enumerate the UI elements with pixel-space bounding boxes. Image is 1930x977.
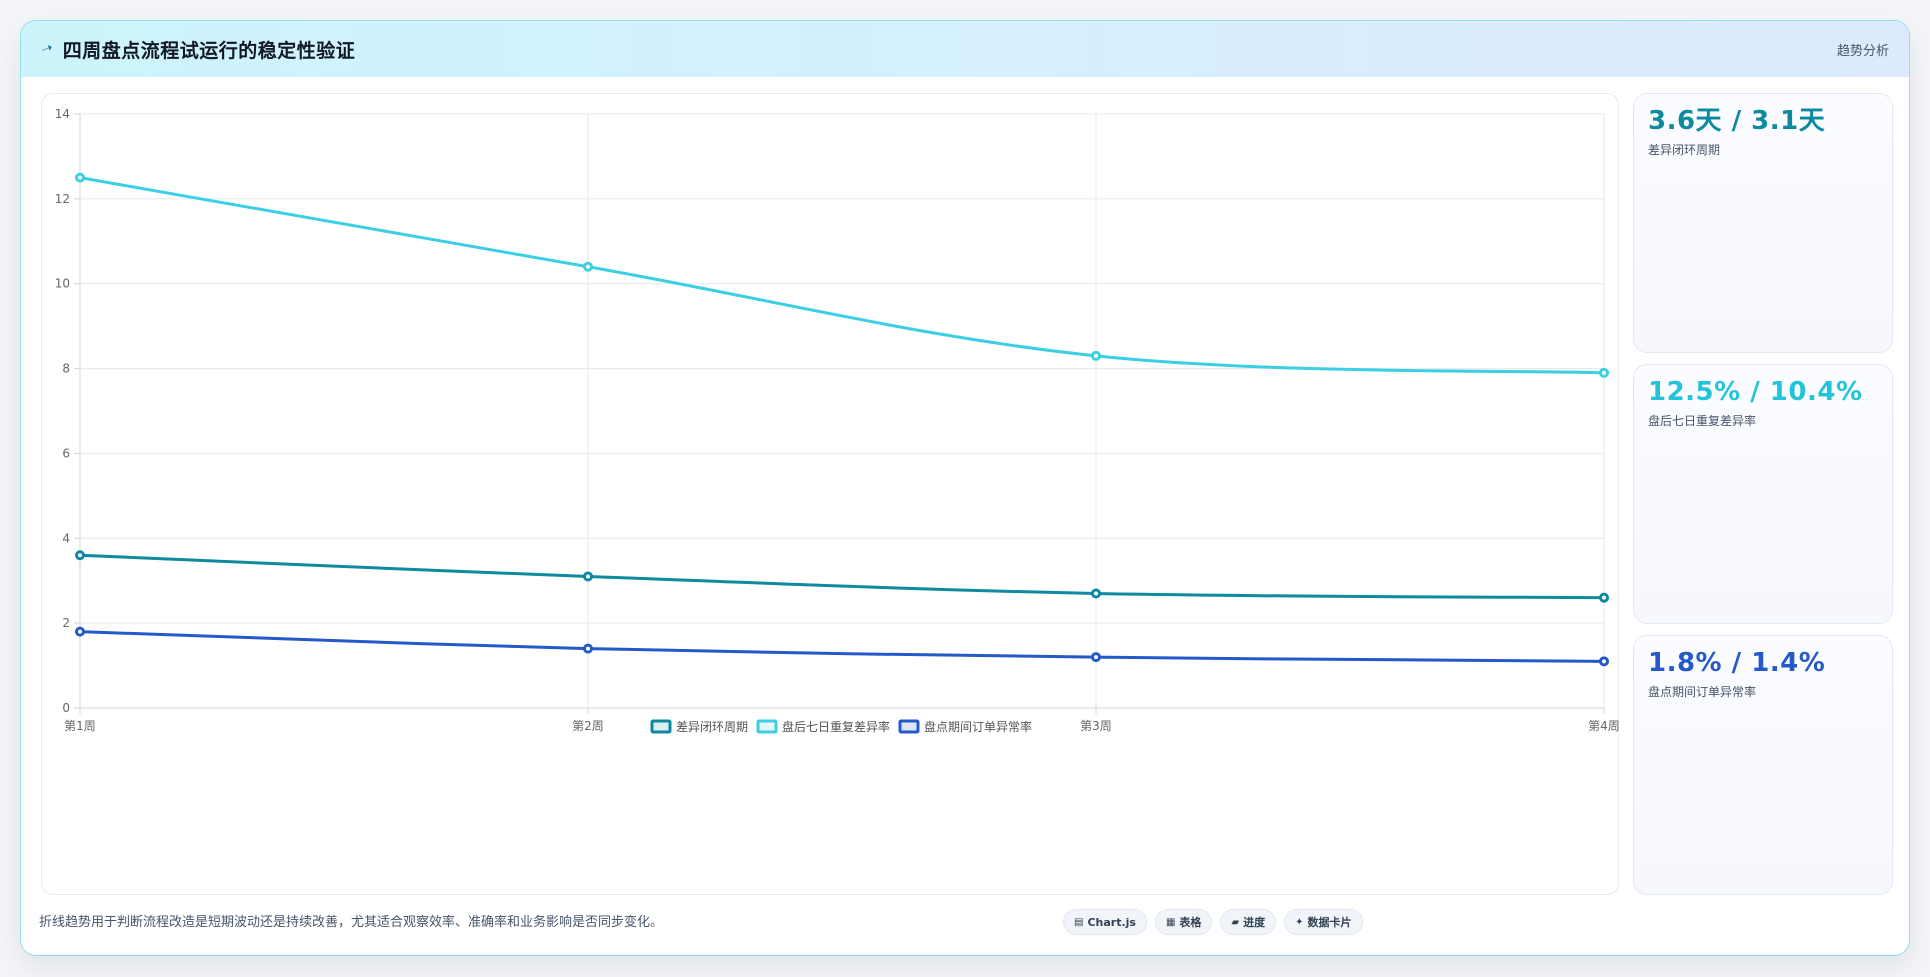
chip-label: 进度 — [1243, 916, 1266, 929]
data-point — [1091, 652, 1101, 663]
kpi-value: 12.5% / 10.4% — [1648, 377, 1863, 407]
kpi-label: 差异闭环周期 — [1648, 143, 1721, 158]
series-line-0 — [79, 553, 1605, 600]
chip-label: 表格 — [1179, 916, 1202, 929]
legend-swatch — [898, 719, 920, 734]
x-tick-label: 第2周 — [572, 719, 604, 733]
chip-table[interactable]: ▦ 表格 — [1154, 909, 1213, 935]
line-chart: 0 2 4 6 8 10 12 14 第1周 第2周 第3周 第4周 差异闭环周期 盘后七日重复差异率 盘点… — [55, 107, 1620, 734]
legend-label: 盘后七日重复差异率 — [782, 719, 890, 734]
kpi-card-order-anomaly: 1.8% / 1.4% 盘点期间订单异常率 — [1633, 635, 1893, 895]
y-tick-label: 14 — [55, 107, 70, 121]
chip-label: Chart.js — [1087, 915, 1136, 929]
kpi-label: 盘点期间订单异常率 — [1648, 685, 1757, 700]
data-point — [1091, 350, 1101, 361]
chip-data-card[interactable]: ✦ 数据卡片 — [1284, 909, 1363, 935]
kpi-card-repeat-rate: 12.5% / 10.4% 盘后七日重复差异率 — [1633, 364, 1893, 624]
kpi-card-closure: 3.6天 / 3.1天 差异闭环周期 — [1633, 93, 1893, 353]
data-point — [75, 172, 85, 183]
legend-label: 差异闭环周期 — [676, 720, 748, 734]
x-tick-label: 第4周 — [1588, 719, 1620, 733]
kpi-value: 1.8% / 1.4% — [1648, 648, 1826, 678]
y-tick-label: 6 — [62, 446, 70, 460]
legend-swatch — [756, 719, 778, 734]
footer-note: 折线趋势用于判断流程改造是短期波动还是持续改善，尤其适合观察效率、准确率和业务影… — [39, 915, 664, 930]
pin-icon: ➝ — [38, 39, 56, 59]
chip-group: ▤ Chart.js ▦ 表格 ▰ 进度 ✦ 数据卡片 — [1063, 909, 1363, 935]
x-tick-label: 第1周 — [64, 719, 96, 733]
legend-swatch — [650, 719, 672, 734]
table-icon: ▦ — [1165, 916, 1176, 928]
data-point — [1599, 592, 1609, 603]
chip-chartjs[interactable]: ▤ Chart.js — [1063, 909, 1147, 935]
chip-label: 数据卡片 — [1307, 916, 1352, 929]
card-icon: ✦ — [1295, 916, 1304, 928]
chart-panel: 0 2 4 6 8 10 12 14 第1周 第2周 第3周 第4周 差异闭环周期 盘后七日重复差异率 盘点… — [41, 93, 1620, 895]
data-point — [583, 643, 593, 654]
data-point — [75, 550, 85, 561]
chip-progress[interactable]: ▰ 进度 — [1220, 909, 1277, 935]
data-point — [1599, 656, 1609, 667]
y-tick-label: 8 — [62, 362, 70, 376]
kpi-label: 盘后七日重复差异率 — [1648, 414, 1757, 429]
y-tick-label: 0 — [62, 701, 70, 715]
card-header: ➝ 四周盘点流程试运行的稳定性验证 趋势分析 — [21, 21, 1909, 77]
kpi-value: 3.6天 / 3.1天 — [1648, 106, 1826, 136]
x-tick-label: 第3周 — [1080, 719, 1112, 733]
data-point — [583, 571, 593, 582]
legend-label: 盘点期间订单异常率 — [924, 719, 1032, 734]
series-line-1 — [79, 176, 1605, 375]
dashboard-card: ➝ 四周盘点流程试运行的稳定性验证 趋势分析 0 2 4 6 8 10 12 14 第1周 第2周… — [20, 20, 1910, 956]
y-tick-label: 4 — [62, 531, 70, 545]
data-point — [1599, 367, 1609, 378]
header-tag: 趋势分析 — [1836, 44, 1889, 59]
page-title: 四周盘点流程试运行的稳定性验证 — [62, 39, 356, 62]
data-point — [583, 261, 593, 272]
y-tick-label: 10 — [55, 277, 70, 291]
data-point — [1091, 588, 1101, 599]
data-point — [75, 626, 85, 637]
series-line-2 — [79, 630, 1605, 663]
y-tick-label: 2 — [62, 616, 70, 630]
chart-icon: ▤ — [1074, 916, 1084, 928]
y-tick-label: 12 — [55, 192, 70, 206]
progress-icon: ▰ — [1231, 916, 1240, 928]
